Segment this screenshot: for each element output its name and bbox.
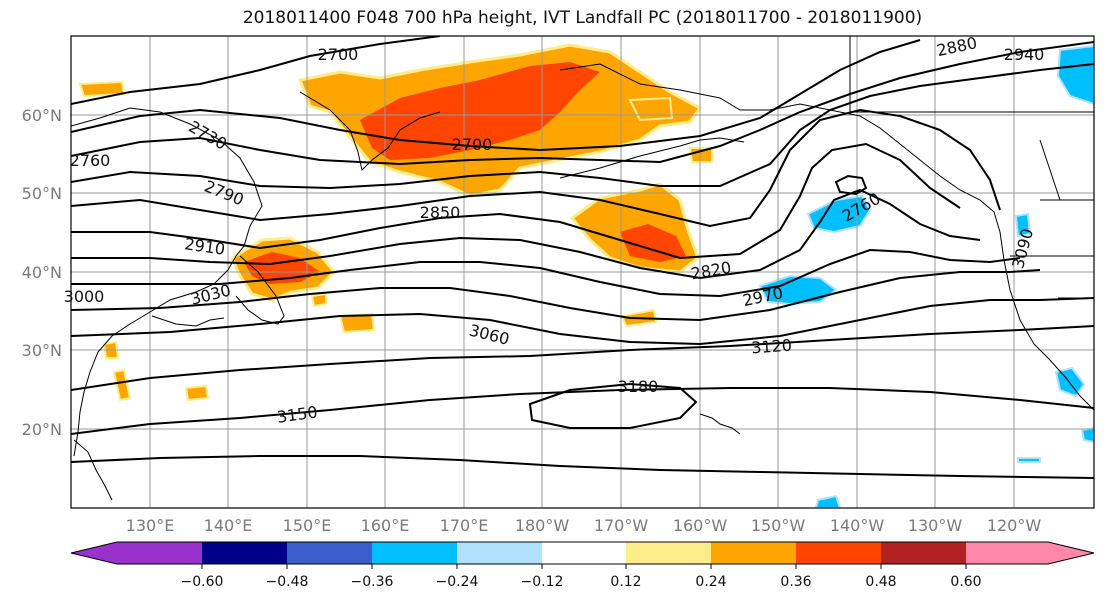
lat-label: 30°N [22,341,62,360]
lon-label: 170°W [594,516,649,535]
lon-label: 160°E [361,516,410,535]
colorbar-segment-7 [711,542,796,564]
colorbar-tick-label: −0.60 [181,574,224,590]
colorbar-segment-10 [966,542,1094,564]
lon-label: 150°E [283,516,332,535]
contour-label: 2700 [452,135,493,154]
colorbar-segment-4 [457,542,542,564]
colorbar-segment-1 [202,542,287,564]
lon-label: 130°E [126,516,175,535]
lon-label: 130°W [908,516,963,535]
colorbar-segment-2 [287,542,372,564]
colorbar-tick-label: −0.24 [436,574,479,590]
colorbar: −0.60 −0.48 −0.36 −0.24 −0.12 0.12 0.24 … [70,541,1095,590]
lon-label: 140°W [830,516,885,535]
map-frame [70,35,1095,509]
lon-label: 120°W [987,516,1042,535]
contour-label: 2700 [318,45,359,64]
colorbar-segment-6 [626,542,711,564]
colorbar-tick-label: 0.12 [610,574,641,590]
colorbar-tick-label: 0.60 [950,574,981,590]
strong-anomaly-region-north [360,62,600,160]
colorbar-tick-label: −0.12 [521,574,564,590]
colorbar-tick-label: −0.48 [266,574,309,590]
colorbar-segment-0 [71,542,202,564]
lat-label: 40°N [22,263,62,282]
height-contours [71,36,1094,479]
latitude-labels: 60°N 50°N 40°N 30°N 20°N [22,106,62,439]
negative-anomaly-region-gulf [806,194,872,234]
lat-label: 20°N [22,420,62,439]
colorbar-segment-8 [796,542,881,564]
lat-label: 60°N [22,106,62,125]
colorbar-tick-label: 0.48 [865,574,896,590]
contour-label: 3000 [64,287,105,306]
contour-label: 3180 [618,377,659,396]
lon-label: 140°E [204,516,253,535]
colorbar-segment-3 [372,542,457,564]
colorbar-segment-5 [542,542,626,564]
colorbar-tick-label: 0.24 [695,574,726,590]
contour-label: 3120 [751,336,793,358]
lat-label: 50°N [22,184,62,203]
lon-label: 170°E [440,516,489,535]
colorbar-segment-9 [881,542,966,564]
contour-label: 2760 [70,151,111,170]
lon-label: 180°W [515,516,570,535]
lon-label: 150°W [751,516,806,535]
lon-label: 160°W [673,516,728,535]
map-title: 2018011400 F048 700 hPa height, IVT Land… [242,8,923,28]
colorbar-tick-label: 0.36 [780,574,811,590]
contour-label: 2850 [420,203,461,222]
colorbar-tick-label: −0.36 [351,574,394,590]
longitude-labels: 130°E 140°E 150°E 160°E 170°E 180°W 170°… [126,516,1042,535]
contour-label: 2940 [1004,45,1045,64]
